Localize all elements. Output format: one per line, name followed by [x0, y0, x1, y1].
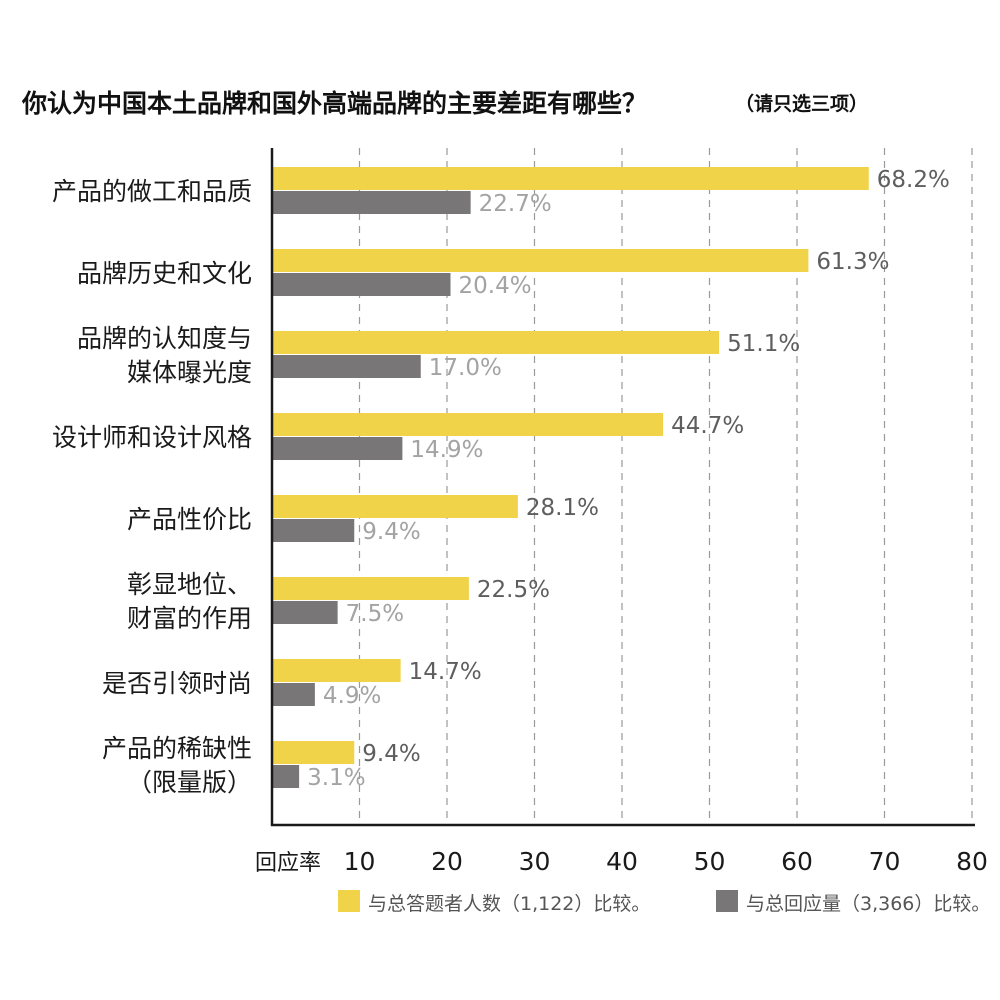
data-label-responses: 22.7% — [479, 191, 552, 217]
bar-responses — [272, 765, 300, 788]
bar-respondents — [272, 167, 869, 190]
data-label-respondents: 68.2% — [877, 167, 950, 193]
category-label-line: 品牌的认知度与 — [77, 324, 252, 353]
bar-respondents — [272, 495, 518, 518]
bar-responses — [272, 601, 338, 624]
bar-responses — [272, 519, 355, 542]
legend-entry: 与总答题者人数（1,122）比较。 — [368, 893, 650, 915]
x-axis-title: 回应率 — [255, 851, 321, 876]
category-label-line: 产品性价比 — [127, 505, 252, 534]
bar-respondents — [272, 741, 355, 764]
x-tick-label: 70 — [869, 847, 901, 876]
legend-swatch — [338, 890, 360, 912]
data-label-responses: 7.5% — [346, 601, 404, 627]
category-label: 产品性价比 — [127, 505, 252, 534]
category-label-line: 品牌历史和文化 — [77, 259, 252, 288]
legend: 与总答题者人数（1,122）比较。 与总回应量（3,366）比较。 — [338, 890, 990, 915]
category-label-line: 媒体曝光度 — [127, 358, 252, 387]
x-tick-label: 80 — [956, 847, 988, 876]
bar-responses — [272, 191, 471, 214]
data-label-respondents: 61.3% — [816, 249, 889, 275]
axes: 10 20 30 40 50 60 70 80 — [270, 148, 988, 876]
grid-lines — [358, 148, 973, 825]
bar-respondents — [272, 413, 664, 436]
data-label-respondents: 44.7% — [671, 413, 744, 439]
category-label-line: 财富的作用 — [127, 604, 252, 633]
x-tick-label: 30 — [519, 847, 551, 876]
data-label-responses: 20.4% — [459, 273, 532, 299]
legend-entry: 与总回应量（3,366）比较。 — [746, 893, 990, 915]
category-label: 设计师和设计风格 — [52, 423, 252, 452]
x-tick-label: 20 — [431, 847, 463, 876]
data-label-responses: 17.0% — [429, 355, 502, 381]
category-label-line: 产品的稀缺性 — [102, 734, 252, 763]
category-label: 彰显地位、财富的作用 — [127, 570, 252, 633]
bar-respondents — [272, 249, 809, 272]
data-label-respondents: 14.7% — [409, 659, 482, 685]
x-tick-label: 60 — [781, 847, 813, 876]
data-label-respondents: 51.1% — [727, 331, 800, 357]
x-tick-label: 40 — [606, 847, 638, 876]
data-label-responses: 9.4% — [362, 519, 420, 545]
data-label-responses: 4.9% — [323, 683, 381, 709]
category-label: 产品的稀缺性 （限量版） — [102, 734, 252, 797]
bar-responses — [272, 683, 315, 706]
chart-title-note: （请只选三项） — [735, 92, 868, 115]
category-label-line: （限量版） — [127, 768, 252, 797]
bar-respondents — [272, 659, 401, 682]
x-tick-label: 10 — [344, 847, 376, 876]
data-label-responses: 3.1% — [307, 765, 365, 791]
bar-responses — [272, 437, 403, 460]
category-label: 是否引领时尚 — [102, 669, 252, 698]
data-label-respondents: 9.4% — [362, 741, 420, 767]
category-label-line: 产品的做工和品质 — [52, 177, 252, 206]
data-label-respondents: 22.5% — [477, 577, 550, 603]
category-label: 品牌历史和文化 — [77, 259, 252, 288]
bar-responses — [272, 273, 451, 296]
data-label-respondents: 28.1% — [526, 495, 599, 521]
x-tick-label: 50 — [694, 847, 726, 876]
bar-respondents — [272, 331, 720, 354]
bar-respondents — [272, 577, 469, 600]
category-label-line: 设计师和设计风格 — [52, 423, 252, 452]
data-label-responses: 14.9% — [410, 437, 483, 463]
category-label-line: 是否引领时尚 — [102, 669, 252, 698]
bars: 产品的做工和品质 68.2% 22.7% 品牌历史和文化 61.3% 20.4% 品牌的认知… — [52, 167, 950, 797]
legend-swatch — [716, 890, 738, 912]
category-label-line: 彰显地位、 — [127, 570, 252, 599]
chart-title: 你认为中国本土品牌和国外高端品牌的主要差距有哪些？ — [21, 89, 647, 118]
category-label: 品牌的认知度与媒体曝光度 — [77, 324, 252, 387]
bar-responses — [272, 355, 421, 378]
category-label: 产品的做工和品质 — [52, 177, 252, 206]
